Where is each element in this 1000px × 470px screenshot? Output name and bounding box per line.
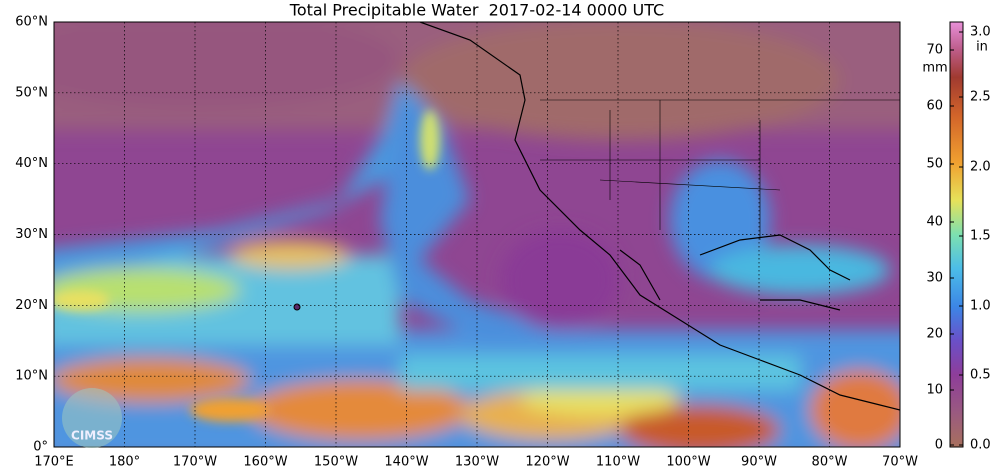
mm-label: 50 <box>926 157 943 172</box>
longitude-label: 120°W <box>525 455 569 470</box>
mm-label: 30 <box>926 271 943 286</box>
in-label: 2.5 <box>970 90 991 105</box>
cimss-logo: CIMSS <box>62 388 122 448</box>
latitude-label: 30°N <box>15 227 48 242</box>
in-label: 3.0 <box>970 25 991 40</box>
longitude-label: 150°W <box>314 455 358 470</box>
longitude-label: 170°E <box>34 455 74 470</box>
mm-unit: mm <box>922 61 947 76</box>
latitude-label: 20°N <box>15 298 48 313</box>
latitude-label: 0° <box>33 440 48 455</box>
in-label: 2.0 <box>970 160 991 175</box>
latitude-label: 60°N <box>15 15 48 30</box>
latitude-label: 10°N <box>15 369 48 384</box>
longitude-label: 140°W <box>384 455 428 470</box>
longitude-label: 70°W <box>882 455 918 470</box>
graticule <box>54 22 900 447</box>
longitude-label: 180° <box>109 455 140 470</box>
map-frame <box>53 21 901 448</box>
tpw-field <box>54 22 900 447</box>
longitude-label: 110°W <box>596 455 640 470</box>
in-label: 0.0 <box>970 438 991 453</box>
longitude-label: 130°W <box>455 455 499 470</box>
mm-label: 40 <box>926 215 943 230</box>
title: Total Precipitable Water 2017-02-14 0000… <box>289 1 664 20</box>
colorbar <box>949 21 964 448</box>
longitude-label: 100°W <box>666 455 710 470</box>
logo-text: CIMSS <box>71 429 113 443</box>
mm-label: 60 <box>926 99 943 114</box>
in-label: 1.5 <box>970 229 991 244</box>
latitude-label: 50°N <box>15 85 48 100</box>
in-label: 0.5 <box>970 368 991 383</box>
mm-label: 70 <box>926 43 943 58</box>
longitude-label: 160°W <box>243 455 287 470</box>
in-label: 1.0 <box>970 299 991 314</box>
mm-label: 10 <box>926 383 943 398</box>
mm-label: 20 <box>926 327 943 342</box>
longitude-label: 80°W <box>812 455 848 470</box>
longitude-label: 170°W <box>173 455 217 470</box>
latitude-label: 40°N <box>15 156 48 171</box>
mm-label: 0 <box>935 438 943 453</box>
longitude-label: 90°W <box>741 455 777 470</box>
in-unit: in <box>976 40 988 55</box>
